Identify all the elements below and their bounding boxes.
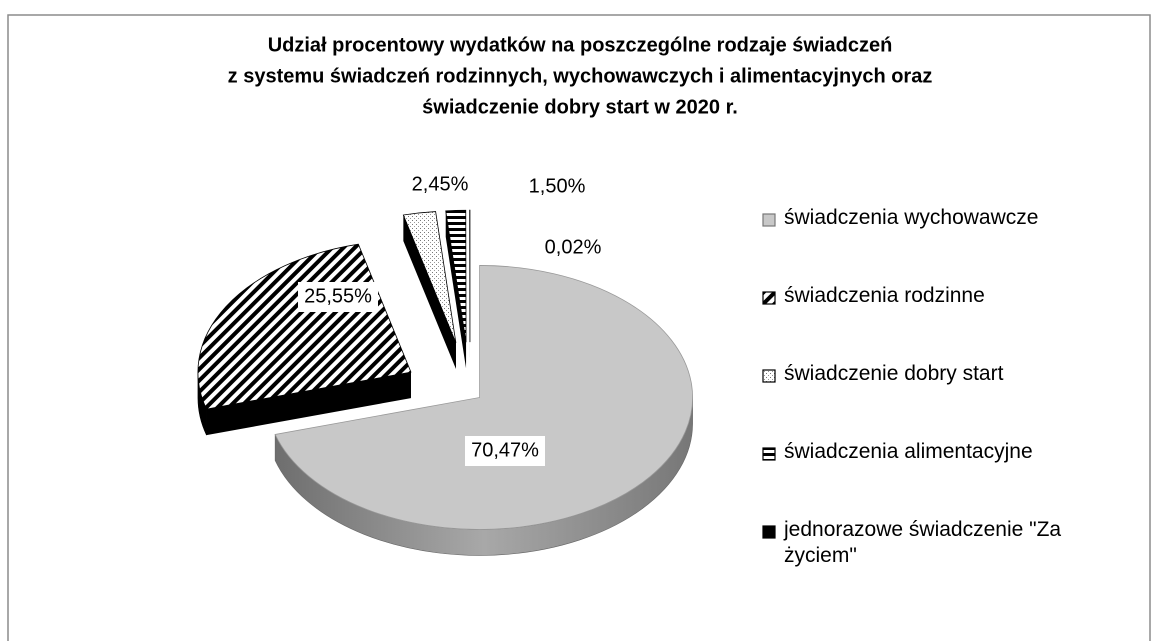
- slice: [274, 265, 693, 530]
- data-label: 25,55%: [304, 285, 372, 307]
- legend-label: świadczenia wychowawcze: [784, 206, 1039, 229]
- legend-swatch: [762, 213, 776, 227]
- data-labels: 70,47% 25,55% 2,45% 1,50% 0,02%: [298, 173, 602, 466]
- slice: [445, 209, 467, 343]
- legend-item: świadczenia rodzinne: [762, 283, 1132, 361]
- slice-face: [403, 215, 456, 369]
- slice-face: [206, 372, 411, 436]
- slice-group: [445, 209, 467, 369]
- data-label-bg: [298, 282, 378, 312]
- data-label-bg: [465, 436, 545, 466]
- legend-label: jednorazowe świadczenie "Za życiem": [784, 518, 1062, 567]
- legend-swatch: [762, 369, 776, 383]
- legend-marker: [762, 369, 776, 383]
- data-label: 0,02%: [545, 236, 602, 258]
- legend-swatch: [762, 525, 776, 539]
- legend-swatch: [762, 447, 776, 461]
- slice-group: [274, 265, 693, 556]
- slice-group: [402, 211, 457, 369]
- legend-item: świadczenie dobry start: [762, 361, 1132, 439]
- legend-item: świadczenia wychowawcze: [762, 205, 1132, 283]
- data-label: 70,47%: [471, 439, 539, 461]
- legend-marker: [762, 291, 776, 305]
- legend-item: jednorazowe świadczenie "Za życiem": [762, 517, 1132, 595]
- legend-swatch: [762, 291, 776, 305]
- legend-label: świadczenie dobry start: [784, 362, 1004, 385]
- legend-marker: [762, 525, 776, 539]
- legend-label: świadczenia alimentacyjne: [784, 440, 1033, 463]
- slice-face: [445, 210, 467, 369]
- chart-title: świadczenie dobry start w 2020 r.: [422, 96, 738, 118]
- legend-item: świadczenia alimentacyjne: [762, 439, 1132, 517]
- legend-marker: [762, 447, 776, 461]
- chart-title: z systemu świadczeń rodzinnych, wychowaw…: [228, 65, 933, 87]
- data-label: 2,45%: [412, 173, 469, 195]
- legend: świadczenia wychowawcze świadczenia rodzi…: [762, 205, 1132, 595]
- data-label: 1,50%: [529, 175, 586, 197]
- legend-label: świadczenia rodzinne: [784, 284, 985, 307]
- chart-title: Udział procentowy wydatków na poszczegól…: [268, 34, 893, 56]
- slice: [402, 211, 457, 344]
- legend-marker: [762, 213, 776, 227]
